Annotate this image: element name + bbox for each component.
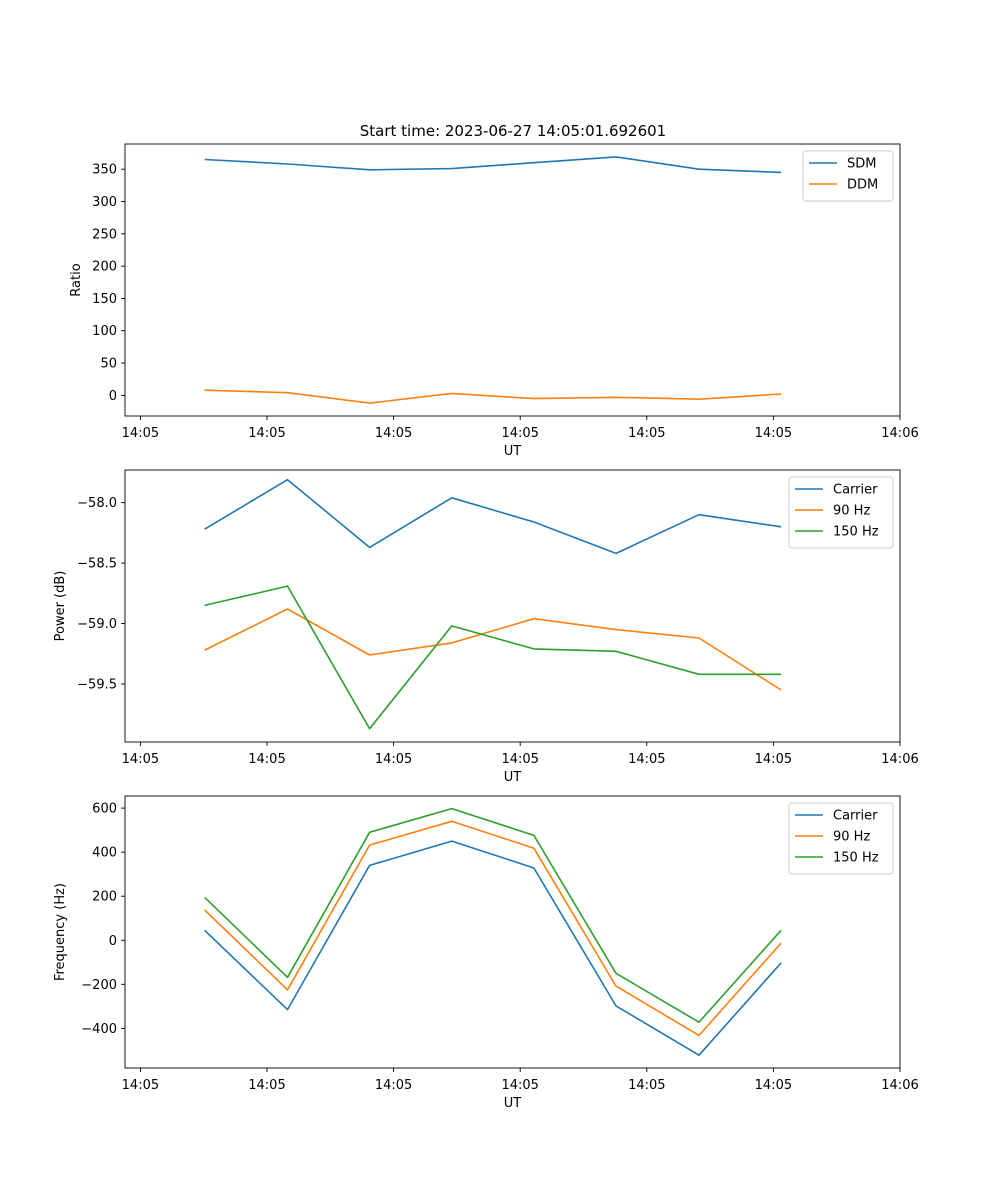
y-tick-label: 250 — [92, 227, 117, 242]
x-tick-label: 14:05 — [628, 426, 665, 441]
y-tick-label: −400 — [81, 1022, 117, 1037]
x-tick-label: 14:05 — [755, 752, 792, 767]
figure-title: Start time: 2023-06-27 14:05:01.692601 — [360, 122, 666, 140]
y-tick-label: 50 — [100, 357, 117, 372]
y-tick-label: 600 — [92, 802, 117, 817]
y-tick-label: 100 — [92, 324, 117, 339]
x-tick-label: 14:05 — [375, 1078, 412, 1093]
legend-entry: SDM — [847, 157, 876, 172]
x-tick-label: 14:05 — [122, 426, 159, 441]
y-tick-label: −59.5 — [77, 677, 117, 692]
x-tick-label: 14:06 — [881, 752, 918, 767]
panel-3: 14:05 14:05 14:05 14:05 14:05 14:05 14:06 −400 −… — [53, 795, 919, 1111]
series-line-90-hz — [204, 820, 782, 1037]
series-line-ddm — [204, 389, 782, 404]
x-tick-label: 14:05 — [501, 426, 538, 441]
y-axis-label: Frequency (Hz) — [53, 883, 68, 981]
x-tick-label: 14:05 — [501, 752, 538, 767]
y-tick-label: −200 — [81, 978, 117, 993]
x-tick-label: 14:05 — [375, 752, 412, 767]
legend-entry: 150 Hz — [833, 851, 879, 866]
x-tick-label: 14:06 — [881, 1078, 918, 1093]
legend-entry: Carrier — [833, 809, 878, 824]
y-tick-label: 0 — [109, 389, 117, 404]
series-line-150-hz — [204, 807, 782, 1024]
x-tick-label: 14:05 — [122, 1078, 159, 1093]
x-tick-label: 14:05 — [248, 752, 285, 767]
y-tick-label: −58.0 — [77, 496, 117, 511]
x-axis-label: UT — [504, 1096, 522, 1111]
x-tick-label: 14:05 — [122, 752, 159, 767]
x-tick-label: 14:05 — [755, 1078, 792, 1093]
y-tick-label: 0 — [109, 934, 117, 949]
y-tick-label: 300 — [92, 195, 117, 210]
axes-frame — [124, 795, 901, 1069]
panel-1: 14:05 14:05 14:05 14:05 14:05 14:05 14:06 0 50 10… — [69, 143, 919, 459]
y-axis-label: Power (dB) — [53, 571, 68, 642]
series-line-carrier — [204, 478, 782, 555]
axes-frame — [124, 143, 901, 417]
x-axis-label: UT — [504, 770, 522, 785]
y-axis-label: Ratio — [69, 263, 84, 296]
x-tick-label: 14:05 — [248, 426, 285, 441]
x-tick-label: 14:05 — [501, 1078, 538, 1093]
x-tick-label: 14:05 — [755, 426, 792, 441]
x-tick-label: 14:06 — [881, 426, 918, 441]
legend-entry: 90 Hz — [833, 830, 870, 845]
legend-entry: 90 Hz — [833, 504, 870, 519]
x-axis-label: UT — [504, 444, 522, 459]
x-tick-label: 14:05 — [628, 1078, 665, 1093]
legend: SDM DDM — [802, 150, 894, 202]
legend-entry: Carrier — [833, 483, 878, 498]
series-line-carrier — [204, 840, 782, 1056]
y-tick-label: 350 — [92, 163, 117, 178]
x-tick-label: 14:05 — [375, 426, 412, 441]
panel-2: 14:05 14:05 14:05 14:05 14:05 14:05 14:06 −58.0… — [53, 469, 919, 785]
series-line-sdm — [204, 156, 782, 174]
legend-entry: 150 Hz — [833, 525, 879, 540]
axes-frame — [124, 469, 901, 743]
legend-entry: DDM — [847, 178, 878, 193]
legend: Carrier 90 Hz 150 Hz — [788, 802, 894, 875]
x-tick-label: 14:05 — [628, 752, 665, 767]
x-tick-label: 14:05 — [248, 1078, 285, 1093]
y-tick-label: 400 — [92, 846, 117, 861]
series-line-90-hz — [204, 608, 782, 691]
series-line-150-hz — [204, 585, 782, 730]
legend: Carrier 90 Hz 150 Hz — [788, 476, 894, 549]
y-tick-label: −59.0 — [77, 617, 117, 632]
y-tick-label: 200 — [92, 890, 117, 905]
y-tick-label: 200 — [92, 260, 117, 275]
y-tick-label: 150 — [92, 292, 117, 307]
y-tick-label: −58.5 — [77, 557, 117, 572]
